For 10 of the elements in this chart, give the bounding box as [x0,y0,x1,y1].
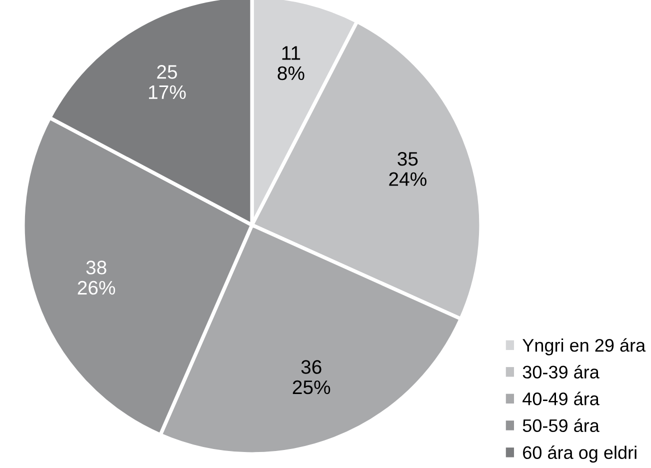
legend-label: Yngri en 29 ára [522,338,646,356]
legend-label: 60 ára og eldri [523,446,636,463]
data-label: 25 17% [149,65,186,99]
data-label: 35 24% [389,152,426,186]
legend-label: 50-59 ára [522,418,600,432]
legend-label: 40-49 ára [522,392,600,406]
data-label: 36 25% [292,360,330,394]
data-label: 38 26% [78,260,116,295]
data-label: 11 8% [278,46,304,80]
legend-label: 30-39 ára [522,365,600,379]
